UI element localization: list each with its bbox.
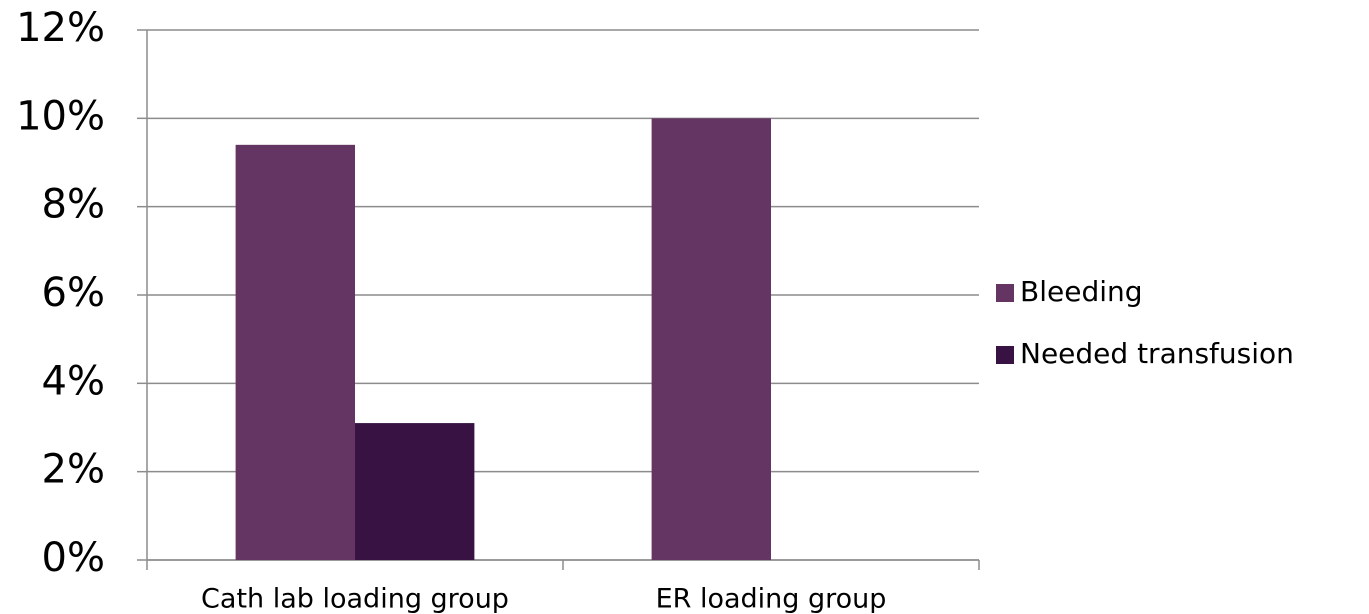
legend-swatch [996,284,1014,302]
bar [235,144,355,561]
bar [355,423,475,560]
x-tick-label: Cath lab loading group [201,584,509,614]
y-tick-label: 2% [42,447,105,493]
x-tick-label: ER loading group [656,584,887,614]
y-tick-label: 10% [16,93,105,139]
y-tick-label: 0% [42,535,105,581]
y-tick-label: 8% [42,182,105,228]
y-tick-label: 12% [16,5,105,51]
y-tick-label: 6% [42,270,105,316]
y-tick-label: 4% [42,358,105,404]
legend-label: Bleeding [1020,275,1143,308]
legend-swatch [996,346,1014,364]
legend-label: Needed transfusion [1020,337,1294,370]
bar [651,118,771,560]
